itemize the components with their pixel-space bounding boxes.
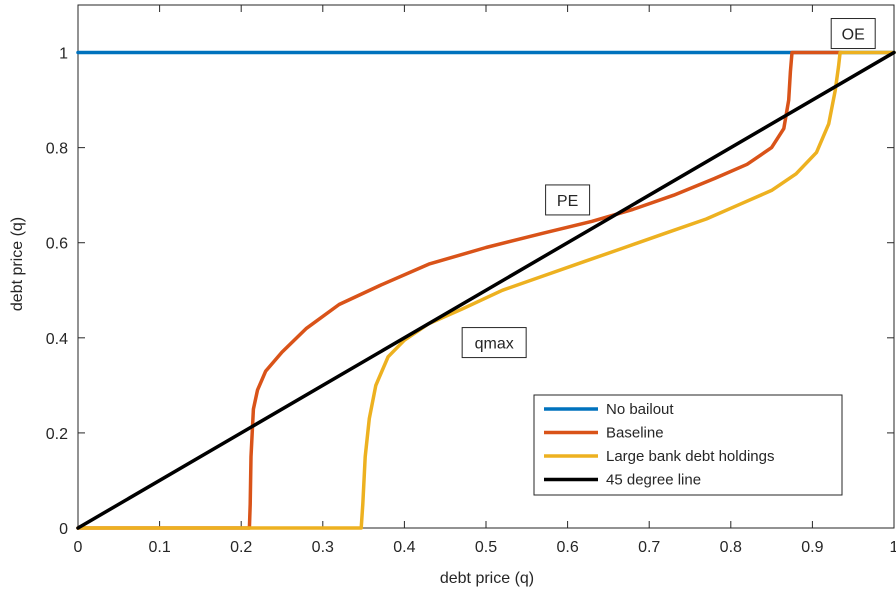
annotation-qmax: qmax	[461, 327, 527, 359]
x-tick-label: 0	[74, 539, 83, 556]
legend-label: Baseline	[606, 425, 664, 442]
annotation-box	[830, 18, 876, 50]
x-tick-label: 0.1	[148, 539, 170, 556]
x-tick-label: 0.8	[720, 539, 742, 556]
x-tick-label: 0.4	[393, 539, 415, 556]
y-tick-label: 0.6	[46, 236, 68, 253]
y-tick-label: 0	[59, 521, 68, 538]
legend-item: No bailout	[544, 401, 674, 418]
legend-item: Baseline	[544, 425, 664, 442]
y-tick-label: 0.8	[46, 141, 68, 158]
x-tick-label: 0.2	[230, 539, 252, 556]
y-tick-label: 0.4	[46, 331, 68, 348]
x-tick-label: 0.6	[556, 539, 578, 556]
annotation-pe: PE	[545, 184, 591, 216]
legend-item: 45 degree line	[544, 472, 701, 489]
annotation-box	[545, 184, 591, 216]
y-tick-label: 1	[59, 46, 68, 63]
x-tick-label: 0.5	[475, 539, 497, 556]
annotation-box	[461, 327, 527, 359]
x-tick-label: 0.9	[801, 539, 823, 556]
x-tick-label: 0.3	[312, 539, 334, 556]
x-tick-label: 0.7	[638, 539, 660, 556]
legend-label: 45 degree line	[606, 472, 701, 489]
y-axis-label: debt price (q)	[9, 217, 26, 311]
annotation-label: qmax	[475, 336, 514, 353]
series-line-45-degree-line	[76, 50, 896, 530]
legend-label: Large bank debt holdings	[606, 448, 774, 465]
series-line-large-bank-debt-holdings	[76, 50, 896, 530]
legend-label: No bailout	[606, 401, 674, 418]
series-line-baseline	[76, 50, 843, 530]
legend-item: Large bank debt holdings	[544, 448, 774, 465]
y-tick-label: 0.2	[46, 426, 68, 443]
legend: No bailout Baseline Large bank debt holdin…	[533, 394, 843, 496]
axes: 0 0.1 0.2 0.3 0.4 0.5 0.6 0.7 0.8 0.9 1 0 0.2 0.4 0.6 0…	[46, 4, 896, 556]
x-axis-label: debt price (q)	[440, 570, 534, 587]
annotation-oe: OE	[830, 18, 876, 50]
annotation-label: PE	[557, 193, 578, 210]
annotations: OE PE qmax	[461, 18, 876, 359]
x-tick-label: 1	[890, 539, 896, 556]
annotation-label: OE	[842, 27, 865, 44]
series-lines	[76, 50, 896, 530]
